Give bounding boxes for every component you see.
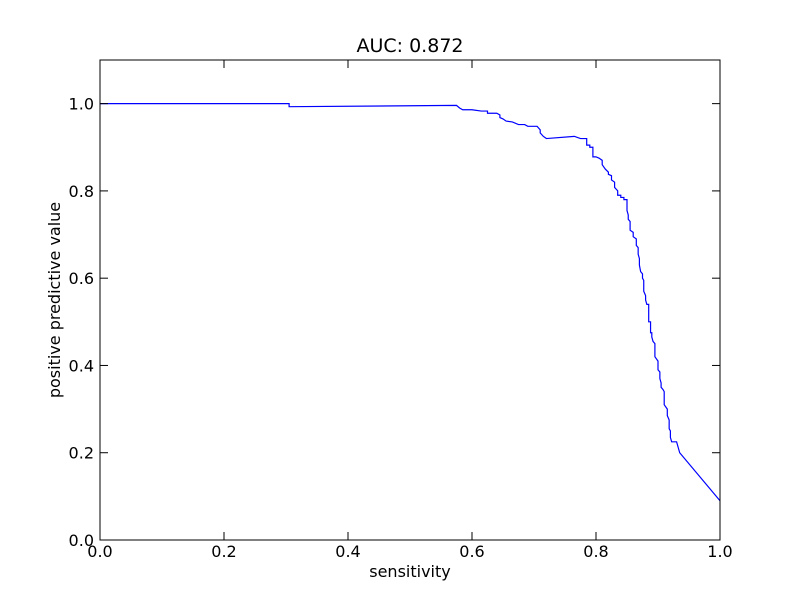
y-tick-label: 0.8 — [69, 182, 94, 201]
y-tick-label: 1.0 — [69, 95, 94, 114]
x-tick-label: 0.4 — [335, 542, 360, 561]
x-tick-label: 0.6 — [459, 542, 484, 561]
x-tick-label: 0.0 — [87, 542, 112, 561]
axes-layer: 0.0 0.2 0.4 0.6 0.8 1.0 0.0 0.2 0.4 0.6 0.8 1.0 — [69, 60, 733, 561]
plot-frame — [99, 59, 721, 541]
y-axis-label: positive predictive value — [45, 202, 64, 398]
x-tick-label: 0.8 — [583, 542, 608, 561]
x-axis-label: sensitivity — [369, 562, 450, 581]
y-tick-label: 0.6 — [69, 269, 94, 288]
x-tick-label: 1.0 — [707, 542, 732, 561]
chart-title: AUC: 0.872 — [356, 35, 463, 57]
x-tick-label: 0.2 — [211, 542, 236, 561]
y-tick-label: 0.0 — [69, 531, 94, 550]
y-tick-label: 0.4 — [69, 356, 94, 375]
series-layer — [100, 103, 721, 502]
y-tick-label: 0.2 — [69, 444, 94, 463]
series-line-0 — [100, 103, 721, 502]
